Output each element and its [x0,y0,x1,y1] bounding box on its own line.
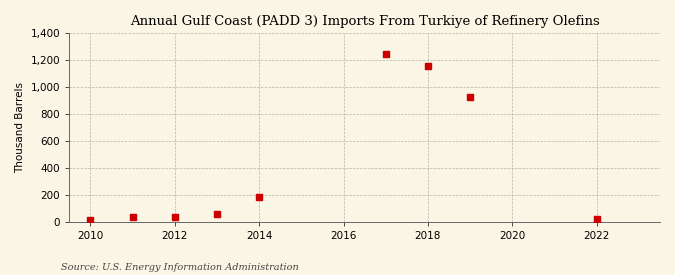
Point [211,211,222,216]
Point [380,52,391,56]
Text: Source: U.S. Energy Information Administration: Source: U.S. Energy Information Administ… [61,263,298,271]
Point [169,215,180,219]
Point [85,218,96,222]
Point [254,195,265,199]
Point [423,64,433,68]
Point [127,215,138,219]
Point [464,94,475,99]
Title: Annual Gulf Coast (PADD 3) Imports From Turkiye of Refinery Olefins: Annual Gulf Coast (PADD 3) Imports From … [130,15,599,28]
Y-axis label: Thousand Barrels: Thousand Barrels [15,82,25,173]
Point [591,217,602,221]
